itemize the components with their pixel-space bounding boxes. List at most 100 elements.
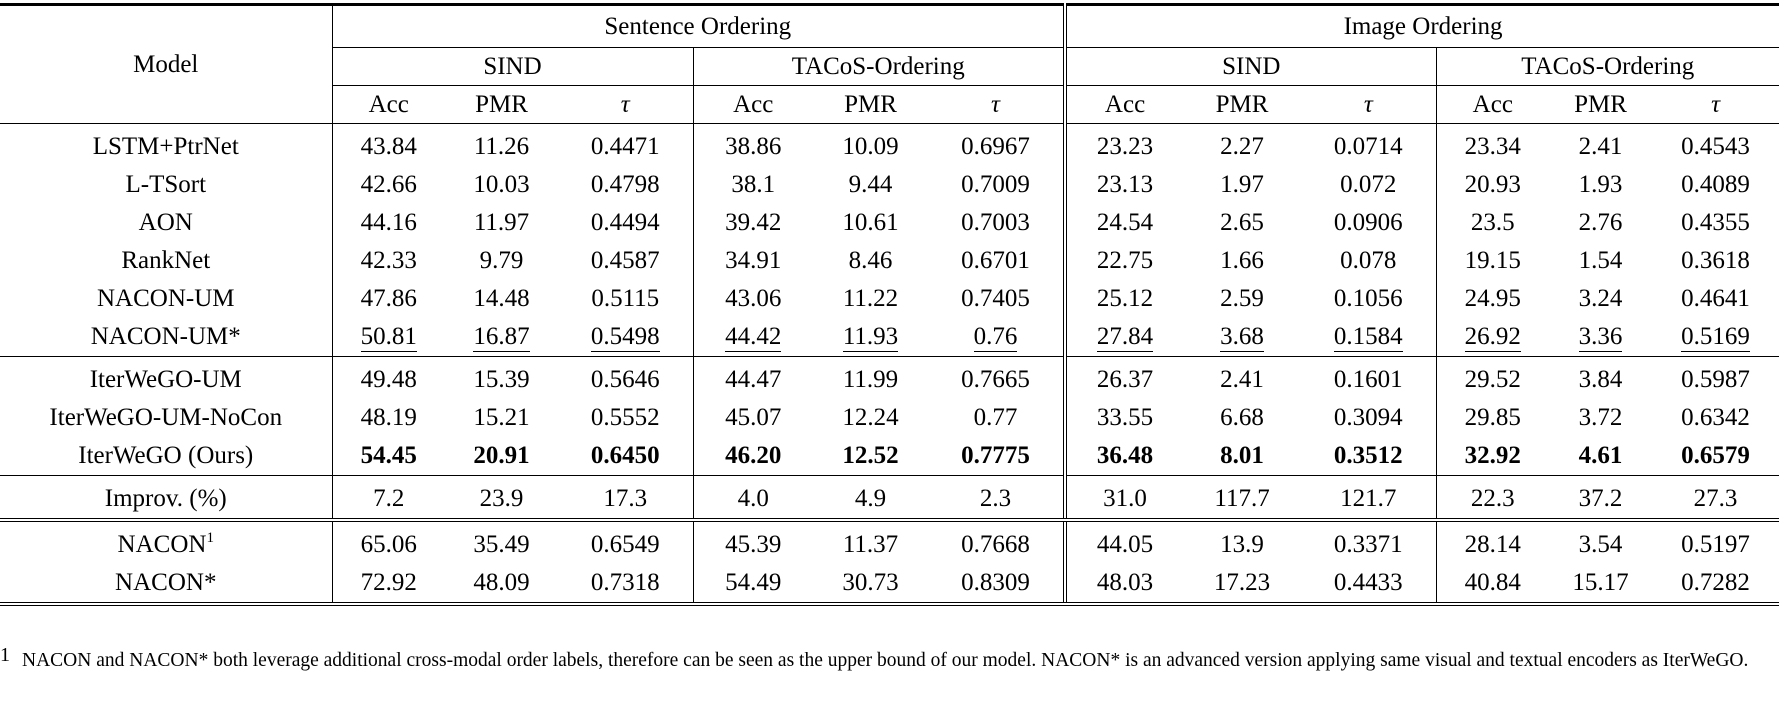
value: 2.3: [979, 485, 1012, 512]
value: 0.4543: [1681, 133, 1750, 160]
value-cell: 43.84: [331, 123, 445, 166]
value-cell: 42.33: [331, 242, 445, 280]
value-cell: 0.4471: [558, 124, 693, 167]
metric-header-acc: Acc: [692, 85, 813, 124]
model-name: NACON-UM: [97, 285, 235, 312]
value-cell: 29.85: [1435, 399, 1550, 437]
value-cell: 0.7668: [928, 520, 1065, 564]
value: 1.97: [1220, 171, 1264, 198]
value: 0.4641: [1681, 285, 1750, 312]
value: 8.01: [1220, 442, 1264, 469]
model-name-cell: Improv. (%): [0, 475, 332, 522]
value: 2.76: [1578, 209, 1623, 236]
value-cell: 0.0714: [1301, 124, 1436, 167]
value-cell: 16.87: [445, 318, 558, 357]
value-cell: 0.7009: [928, 166, 1065, 204]
value-cell: 11.22: [813, 280, 928, 318]
value-cell: 38.86: [692, 123, 813, 166]
value-cell: 2.65: [1183, 204, 1301, 242]
model-name: NACON*: [115, 569, 217, 596]
value: 2.27: [1220, 133, 1264, 160]
value: 0.7665: [961, 366, 1030, 393]
value: 45.07: [725, 404, 782, 431]
value: 0.5646: [590, 366, 660, 393]
value: 0.4433: [1333, 569, 1403, 596]
value: 11.26: [473, 133, 530, 160]
value-cell: 3.72: [1549, 399, 1652, 437]
model-name-cell: NACON*: [0, 564, 332, 606]
dataset-header-image-tacos: TACoS-Ordering: [1435, 47, 1779, 86]
value: 13.9: [1220, 531, 1264, 558]
value: 0.6450: [590, 442, 660, 469]
value: 47.86: [360, 285, 417, 312]
value-cell: 22.75: [1063, 242, 1184, 280]
value-cell: 44.42: [692, 318, 813, 357]
value: 27.84: [1096, 323, 1154, 352]
value: 43.84: [360, 133, 417, 160]
value: 24.95: [1464, 285, 1521, 312]
value: 38.86: [725, 133, 782, 160]
value: 16.87: [473, 323, 530, 352]
value: 0.7009: [961, 171, 1030, 198]
value: 0.7318: [590, 569, 660, 596]
value-cell: 11.26: [445, 124, 558, 167]
value: 0.5552: [590, 404, 660, 431]
value-cell: 0.5552: [558, 399, 693, 437]
value-cell: 0.3371: [1301, 520, 1436, 564]
value-cell: 0.7775: [928, 437, 1066, 476]
value: 40.84: [1464, 569, 1521, 596]
value: 10.61: [842, 209, 899, 236]
value-cell: 0.5115: [558, 280, 693, 318]
value: 43.06: [725, 285, 782, 312]
value: 10.03: [473, 171, 530, 198]
value-cell: 48.03: [1063, 564, 1184, 606]
value-cell: 0.1584: [1301, 318, 1437, 357]
value: 2.41: [1578, 133, 1623, 160]
value-cell: 0.3094: [1301, 399, 1436, 437]
value: 0.7405: [961, 285, 1030, 312]
value-cell: 0.0906: [1301, 204, 1436, 242]
value: 0.3094: [1333, 404, 1403, 431]
value-cell: 23.5: [1435, 204, 1550, 242]
value: 11.22: [842, 285, 899, 312]
value: 0.76: [973, 323, 1018, 352]
value: 7.2: [373, 485, 405, 512]
value-cell: 0.5197: [1652, 520, 1779, 564]
value: 9.79: [479, 247, 524, 274]
value-cell: 30.73: [813, 564, 928, 606]
value: 1.93: [1578, 171, 1623, 198]
value-cell: 3.68: [1183, 318, 1302, 357]
value-cell: 36.48: [1063, 437, 1184, 476]
value: 46.20: [725, 442, 782, 469]
value: 0.77: [973, 404, 1018, 431]
footnote-mark: 1: [0, 644, 10, 666]
results-table: Model Sentence Ordering Image Ordering S…: [0, 3, 1779, 606]
value: 45.39: [725, 531, 782, 558]
value-cell: 23.9: [445, 475, 558, 522]
value: 0.0906: [1333, 209, 1403, 236]
model-name-cell: RankNet: [0, 242, 332, 280]
value: 36.48: [1096, 442, 1154, 469]
group-header-image-ordering: Image Ordering: [1063, 3, 1779, 48]
value: 0.3512: [1333, 442, 1403, 469]
model-name: NACON: [117, 531, 207, 558]
value-cell: 1.97: [1183, 166, 1301, 204]
value-cell: 50.81: [331, 318, 445, 357]
metric-header-pmr: PMR: [1183, 85, 1302, 124]
metric-header-tau: τ: [928, 85, 1066, 124]
value: 2.59: [1220, 285, 1264, 312]
value-cell: 0.3618: [1652, 242, 1779, 280]
model-name: Improv. (%): [104, 485, 227, 512]
value-cell: 20.91: [445, 437, 558, 476]
value-cell: 4.0: [692, 475, 813, 522]
value-cell: 1.93: [1549, 166, 1652, 204]
value: 15.39: [473, 366, 530, 393]
value-cell: 2.41: [1183, 357, 1301, 400]
value: 12.24: [842, 404, 899, 431]
value-cell: 27.3: [1652, 475, 1779, 522]
value: 0.4798: [590, 171, 660, 198]
model-name: IterWeGO (Ours): [78, 442, 254, 469]
value-cell: 72.92: [331, 564, 445, 606]
value-cell: 0.5498: [558, 318, 693, 357]
